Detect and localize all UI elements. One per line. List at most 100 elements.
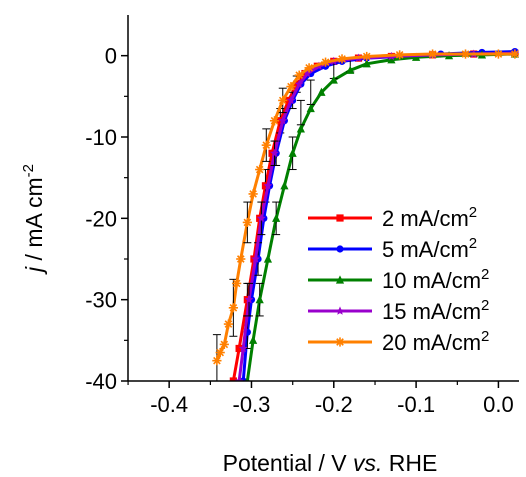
series-5-point-1 (212, 356, 222, 366)
legend-label-sup-1: 2 (469, 204, 477, 221)
legend-item-4: 15 mA/cm2 (308, 297, 489, 324)
series-4-point-7 (270, 148, 279, 157)
legend-label-1: 2 mA/cm2 (382, 204, 477, 231)
x-tick-label-1: -0.4 (150, 392, 188, 417)
y-tick-label-4: -30 (85, 288, 117, 313)
series-3-point-13 (362, 59, 371, 68)
y-axis-label-italic: j (21, 266, 47, 275)
series-4-point-4 (251, 254, 260, 263)
legend-label-text-5: 20 mA/cm (382, 330, 481, 355)
series-3-point-12 (346, 65, 355, 74)
series-5-point-22 (460, 49, 471, 59)
series-5-point-17 (320, 57, 331, 67)
legend-item-2: 5 mA/cm2 (308, 235, 477, 262)
series-5-point-11 (261, 140, 271, 150)
series-4-point-3 (244, 295, 254, 304)
x-axis-label-main: Potential / V (223, 450, 353, 476)
series-4-point-1 (234, 376, 244, 381)
series-5-point-4 (223, 319, 234, 329)
series-4-point-11 (303, 68, 312, 78)
legend-label-text-4: 15 mA/cm (382, 299, 481, 324)
series-3-point-14 (387, 55, 396, 64)
series-5-point-18 (337, 54, 347, 64)
series-5-point-21 (427, 49, 438, 59)
series-3-error-bar-5 (306, 79, 315, 105)
series-3-point-9 (306, 103, 315, 113)
series-3-point-10 (317, 87, 326, 96)
legend-marker-1 (336, 214, 344, 222)
plot-content (212, 48, 519, 381)
legend-label-3: 10 mA/cm2 (382, 266, 489, 293)
x-tick-label-2: -0.3 (233, 392, 271, 417)
series-3-point-7 (288, 148, 297, 157)
series-4-point-6 (263, 181, 273, 190)
y-axis-label: j / mA cm-2 (20, 164, 47, 275)
series-3-point-4 (263, 254, 273, 263)
series-5-point-23 (493, 49, 504, 59)
series-3-point-5 (272, 213, 281, 222)
series-4-point-5 (256, 213, 266, 223)
x-axis-label-tail: RHE (382, 450, 437, 476)
y-tick-label-5: -40 (85, 369, 117, 394)
legend-label-sup-4: 2 (481, 297, 489, 314)
series-3-point-6 (280, 181, 289, 190)
series-5-line (215, 52, 515, 362)
legend-label-sup-5: 2 (481, 328, 489, 345)
series-3-point-3 (255, 295, 264, 304)
series-3-point-2 (249, 335, 258, 344)
series-4-point-2 (238, 343, 248, 353)
series-5-point-14 (286, 81, 296, 92)
series-5-point-9 (248, 189, 258, 199)
series-5-point-10 (255, 164, 265, 175)
series-1-point-1 (229, 377, 237, 381)
y-tick-label-3: -20 (85, 206, 117, 231)
series-3-point-1 (245, 376, 250, 381)
x-tick-label-3: -0.2 (315, 392, 353, 417)
series-3-point-11 (329, 75, 338, 84)
legend-marker-2 (336, 245, 344, 253)
series-5-point-19 (362, 51, 372, 62)
legend-marker-3 (335, 275, 345, 284)
legend-item-3: 10 mA/cm2 (308, 266, 489, 293)
legend-label-text-2: 5 mA/cm (382, 237, 469, 262)
legend-label-text-1: 2 mA/cm (382, 206, 469, 231)
x-axis-label: Potential / V vs. RHE (223, 450, 438, 476)
series-5-point-15 (294, 70, 304, 80)
series-5-point-6 (232, 278, 242, 288)
series-3-point-8 (296, 124, 305, 133)
series-5-point-7 (236, 254, 246, 264)
series-3-line (245, 52, 515, 381)
series-4-point-9 (286, 95, 296, 105)
series-5-point-8 (242, 217, 252, 227)
legend-label-sup-2: 2 (469, 235, 477, 252)
y-tick-label-1: 0 (105, 44, 117, 69)
series-5-point-16 (304, 63, 314, 73)
legend-label-sup-3: 2 (481, 266, 489, 283)
y-axis-label-main: / mA cm (21, 177, 47, 266)
x-tick-label-5: 0.0 (483, 392, 514, 417)
legend-item-1: 2 mA/cm2 (308, 204, 477, 231)
series-5 (212, 49, 519, 381)
series-5-point-20 (395, 50, 405, 60)
legend-label-2: 5 mA/cm2 (382, 235, 477, 262)
series-5-point-24 (510, 49, 519, 59)
series-5-point-3 (219, 339, 229, 349)
series-5-point-2 (215, 347, 225, 358)
legend-label-text-3: 10 mA/cm (382, 268, 481, 293)
y-axis-label-sup: -2 (20, 164, 37, 177)
legend-marker-5 (335, 337, 345, 347)
legend-label-4: 15 mA/cm2 (382, 297, 489, 324)
legend-label-5: 20 mA/cm2 (382, 328, 489, 355)
y-tick-label-2: -10 (85, 125, 117, 150)
series-1-point-2 (235, 344, 243, 353)
series-4-point-10 (294, 79, 304, 88)
series-5-point-13 (278, 95, 288, 105)
series-5-point-5 (228, 303, 238, 313)
legend-marker-4 (335, 306, 345, 315)
series-5-point-12 (269, 116, 280, 126)
axes: -0.4 -0.3 -0.2 -0.1 0.0 0 -10 -20 -30 -40 (85, 15, 519, 417)
x-axis-label-italic: vs. (353, 450, 382, 476)
series-4-point-8 (278, 116, 288, 125)
